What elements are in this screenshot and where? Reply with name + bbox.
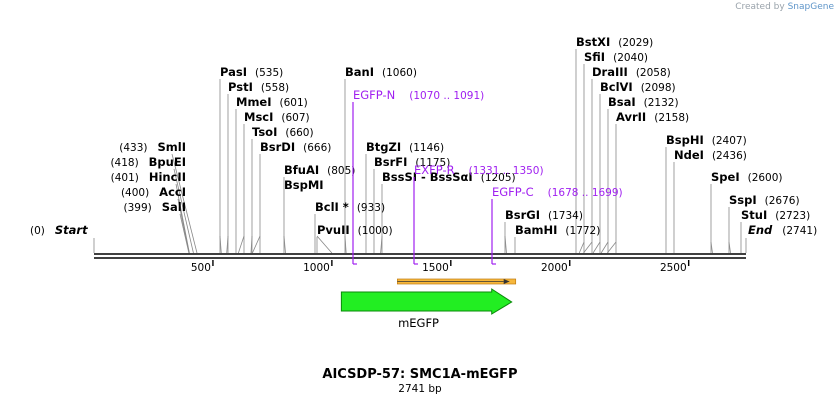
site-stick — [219, 235, 222, 254]
axis-tick-label: 500 — [191, 262, 211, 274]
primers: EGFP-N (1070 .. 1091) EXFP-R (1331 .. 1350)… — [352, 88, 623, 265]
site-label: SspI (2676) — [729, 193, 800, 207]
site-stick — [344, 235, 347, 254]
site-label: BsrGI (1734) — [505, 208, 583, 222]
site-label: MscI (607) — [244, 110, 310, 124]
site-label: BstXI (2029) — [576, 35, 653, 49]
site-labels: (0) Start End (2741) (433) SmlI(418) BpuEI(401… — [30, 35, 817, 237]
site-stick — [600, 241, 609, 254]
site-label-left: (418) BpuEI — [110, 155, 186, 169]
site-label: BspMI — [284, 178, 324, 192]
site-stick — [592, 241, 601, 254]
site-label: SfiI (2040) — [584, 50, 648, 64]
site-label: DraIII (2058) — [592, 65, 671, 79]
axis-tick-label: 1500 — [422, 262, 449, 274]
site-sticks — [93, 49, 747, 254]
site-label: SpeI (2600) — [711, 170, 783, 184]
site-stick — [728, 241, 731, 254]
site-label: BsaI (2132) — [608, 95, 679, 109]
site-label: BfuAI (805) — [284, 163, 355, 177]
start-label: (0) Start — [30, 223, 88, 237]
site-label: BclI * (933) — [315, 200, 385, 214]
site-label: StuI (2723) — [741, 208, 810, 222]
axis-ticks: 500 1000 1500 2000 2500 — [191, 260, 690, 274]
site-label-left: (401) HincII — [111, 170, 186, 184]
site-label: NdeI (2436) — [674, 148, 747, 162]
primer-label: EXFP-R (1331 .. 1350) — [414, 163, 544, 177]
site-stick — [171, 153, 198, 254]
site-stick — [607, 241, 617, 254]
site-label: PvuII (1000) — [317, 223, 393, 237]
end-label: End (2741) — [748, 223, 817, 237]
orf-arrowhead — [503, 279, 510, 284]
site-stick — [710, 241, 713, 254]
site-label: BanI (1060) — [345, 65, 417, 79]
site-label: BamHI (1772) — [515, 223, 600, 237]
site-label: BsrFI (1175) — [374, 155, 450, 169]
plasmid-length: 2741 bp — [398, 383, 442, 395]
site-label: BtgZI (1146) — [366, 140, 444, 154]
site-stick — [283, 235, 286, 254]
site-stick — [250, 235, 253, 254]
axis-tick-label: 2000 — [541, 262, 568, 274]
mEGFP-feature-arrow — [340, 288, 513, 315]
site-label-left: (399) SalI — [124, 200, 187, 214]
site-label: BsrDI (666) — [260, 140, 331, 154]
site-label-left: (433) SmlI — [119, 140, 186, 154]
site-stick — [238, 235, 245, 254]
site-label: AvrII (2158) — [616, 110, 689, 124]
site-stick — [583, 241, 593, 254]
site-stick — [173, 168, 194, 254]
site-label: PstI (558) — [228, 80, 289, 94]
site-label: TsoI (660) — [252, 125, 314, 139]
site-label: MmeI (601) — [236, 95, 308, 109]
backbone — [94, 253, 746, 259]
site-stick — [252, 235, 261, 254]
axis-tick-label: 2500 — [660, 262, 687, 274]
site-stick — [578, 241, 585, 254]
site-stick — [179, 213, 190, 254]
site-stick — [504, 235, 507, 254]
snapgene-credit: Created by SnapGene — [735, 2, 834, 12]
site-stick — [177, 198, 190, 254]
primer-label: EGFP-N (1070 .. 1091) — [353, 88, 484, 102]
site-stick — [226, 235, 229, 254]
site-label: PasI (535) — [220, 65, 283, 79]
site-label: BssSI - BssSαI (1205) — [382, 170, 516, 184]
site-stick — [380, 235, 383, 254]
plasmid-title: AICSDP-57: SMC1A-mEGFP — [322, 367, 517, 382]
features: mEGFP — [340, 278, 517, 330]
snapgene-brand: SnapGene — [787, 2, 834, 12]
axis-tick-label: 1000 — [303, 262, 330, 274]
site-stick — [316, 235, 333, 254]
site-label-left: (400) AccI — [121, 185, 186, 199]
primer-label: EGFP-C (1678 .. 1699) — [492, 185, 623, 199]
site-label: BclVI (2098) — [600, 80, 676, 94]
site-label: BspHI (2407) — [666, 133, 747, 147]
feature-label: mEGFP — [398, 316, 439, 330]
